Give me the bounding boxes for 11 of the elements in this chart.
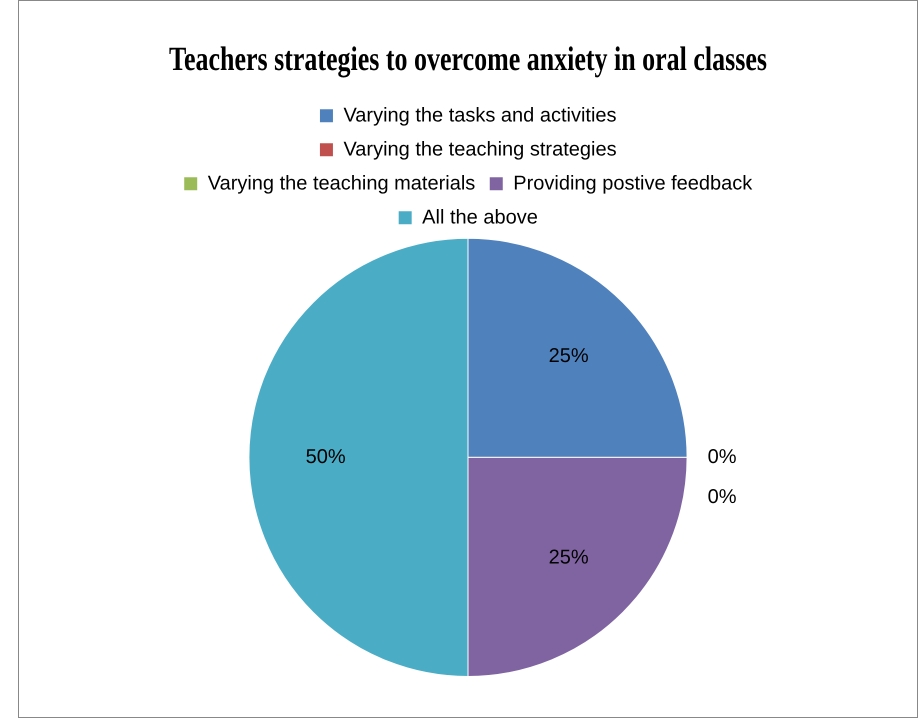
legend-label: All the above xyxy=(422,206,538,228)
legend-label: Varying the tasks and activities xyxy=(343,104,617,126)
text: 0% xyxy=(708,486,737,508)
data-label: 50% xyxy=(306,446,346,468)
text: 0% xyxy=(708,446,737,468)
legend-label: Varying the teaching strategies xyxy=(343,138,617,160)
chart-title: Teachers strategies to overcome anxiety in oral classes xyxy=(169,40,768,78)
legend-label: Providing postive feedback xyxy=(513,172,754,194)
legend-label: Varying the teaching materials xyxy=(208,172,476,194)
data-label: 25% xyxy=(548,345,589,368)
data-label: 25% xyxy=(548,546,589,569)
